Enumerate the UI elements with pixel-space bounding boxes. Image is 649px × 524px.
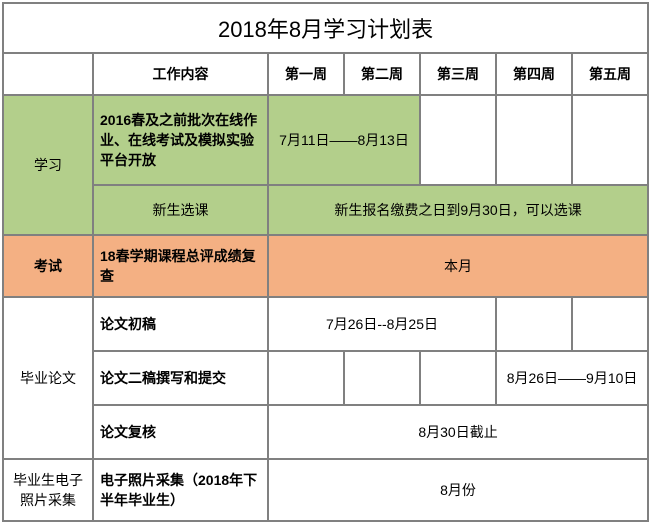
- exam-period: 本月: [268, 235, 648, 297]
- header-week5: 第五周: [572, 53, 648, 95]
- thesis2-period: 8月26日——9月10日: [496, 351, 648, 405]
- category-exam: 考试: [3, 235, 93, 297]
- thesis-row-3: 论文复核 8月30日截止: [3, 405, 648, 459]
- thesis3-content: 论文复核: [93, 405, 268, 459]
- study-row-1: 学习 2016春及之前批次在线作业、在线考试及模拟实验平台开放 7月11日——8…: [3, 95, 648, 185]
- study1-content: 2016春及之前批次在线作业、在线考试及模拟实验平台开放: [93, 95, 268, 185]
- photo-content: 电子照片采集（2018年下半年毕业生）: [93, 459, 268, 521]
- header-row: 工作内容 第一周 第二周 第三周 第四周 第五周: [3, 53, 648, 95]
- thesis1-content: 论文初稿: [93, 297, 268, 351]
- thesis-row-2: 论文二稿撰写和提交 8月26日——9月10日: [3, 351, 648, 405]
- exam-content: 18春学期课程总评成绩复查: [93, 235, 268, 297]
- thesis2-content: 论文二稿撰写和提交: [93, 351, 268, 405]
- empty-cell: [496, 95, 572, 185]
- empty-cell: [572, 297, 648, 351]
- header-blank: [3, 53, 93, 95]
- header-week3: 第三周: [420, 53, 496, 95]
- study-row-2: 新生选课 新生报名缴费之日到9月30日，可以选课: [3, 185, 648, 235]
- empty-cell: [344, 351, 420, 405]
- table-title: 2018年8月学习计划表: [3, 3, 648, 53]
- header-week4: 第四周: [496, 53, 572, 95]
- empty-cell: [420, 351, 496, 405]
- schedule-table: 2018年8月学习计划表 工作内容 第一周 第二周 第三周 第四周 第五周 学习…: [2, 2, 649, 522]
- thesis-row-1: 毕业论文 论文初稿 7月26日--8月25日: [3, 297, 648, 351]
- photo-row: 毕业生电子照片采集 电子照片采集（2018年下半年毕业生） 8月份: [3, 459, 648, 521]
- empty-cell: [420, 95, 496, 185]
- category-study: 学习: [3, 95, 93, 235]
- category-thesis: 毕业论文: [3, 297, 93, 459]
- photo-period: 8月份: [268, 459, 648, 521]
- exam-row: 考试 18春学期课程总评成绩复查 本月: [3, 235, 648, 297]
- empty-cell: [496, 297, 572, 351]
- header-week2: 第二周: [344, 53, 420, 95]
- category-photo: 毕业生电子照片采集: [3, 459, 93, 521]
- study2-content: 新生选课: [93, 185, 268, 235]
- title-row: 2018年8月学习计划表: [3, 3, 648, 53]
- header-content: 工作内容: [93, 53, 268, 95]
- thesis3-period: 8月30日截止: [268, 405, 648, 459]
- empty-cell: [572, 95, 648, 185]
- header-week1: 第一周: [268, 53, 344, 95]
- study1-period: 7月11日——8月13日: [268, 95, 420, 185]
- study2-period: 新生报名缴费之日到9月30日，可以选课: [268, 185, 648, 235]
- empty-cell: [268, 351, 344, 405]
- thesis1-period: 7月26日--8月25日: [268, 297, 496, 351]
